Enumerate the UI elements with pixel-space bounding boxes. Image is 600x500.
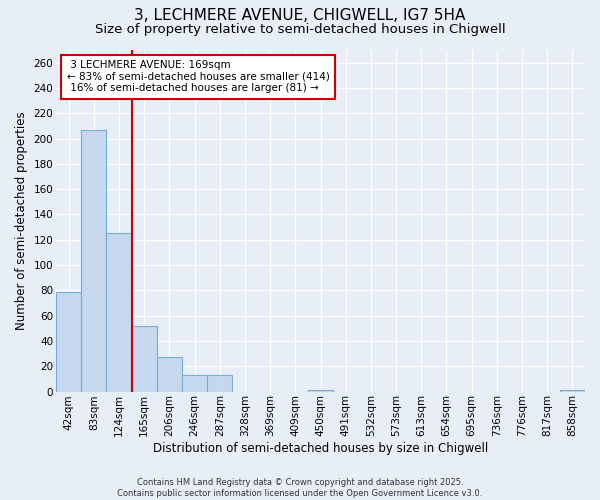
Bar: [131, 326, 157, 392]
Bar: [106, 234, 131, 392]
Bar: [308, 390, 333, 392]
Bar: [182, 375, 207, 392]
Bar: [207, 375, 232, 392]
X-axis label: Distribution of semi-detached houses by size in Chigwell: Distribution of semi-detached houses by …: [153, 442, 488, 455]
Text: 3, LECHMERE AVENUE, CHIGWELL, IG7 5HA: 3, LECHMERE AVENUE, CHIGWELL, IG7 5HA: [134, 8, 466, 22]
Bar: [157, 358, 182, 392]
Y-axis label: Number of semi-detached properties: Number of semi-detached properties: [15, 112, 28, 330]
Text: 3 LECHMERE AVENUE: 169sqm
← 83% of semi-detached houses are smaller (414)
 16% o: 3 LECHMERE AVENUE: 169sqm ← 83% of semi-…: [67, 60, 329, 94]
Bar: [81, 130, 106, 392]
Bar: [560, 390, 585, 392]
Text: Contains HM Land Registry data © Crown copyright and database right 2025.
Contai: Contains HM Land Registry data © Crown c…: [118, 478, 482, 498]
Bar: [56, 292, 81, 392]
Text: Size of property relative to semi-detached houses in Chigwell: Size of property relative to semi-detach…: [95, 22, 505, 36]
